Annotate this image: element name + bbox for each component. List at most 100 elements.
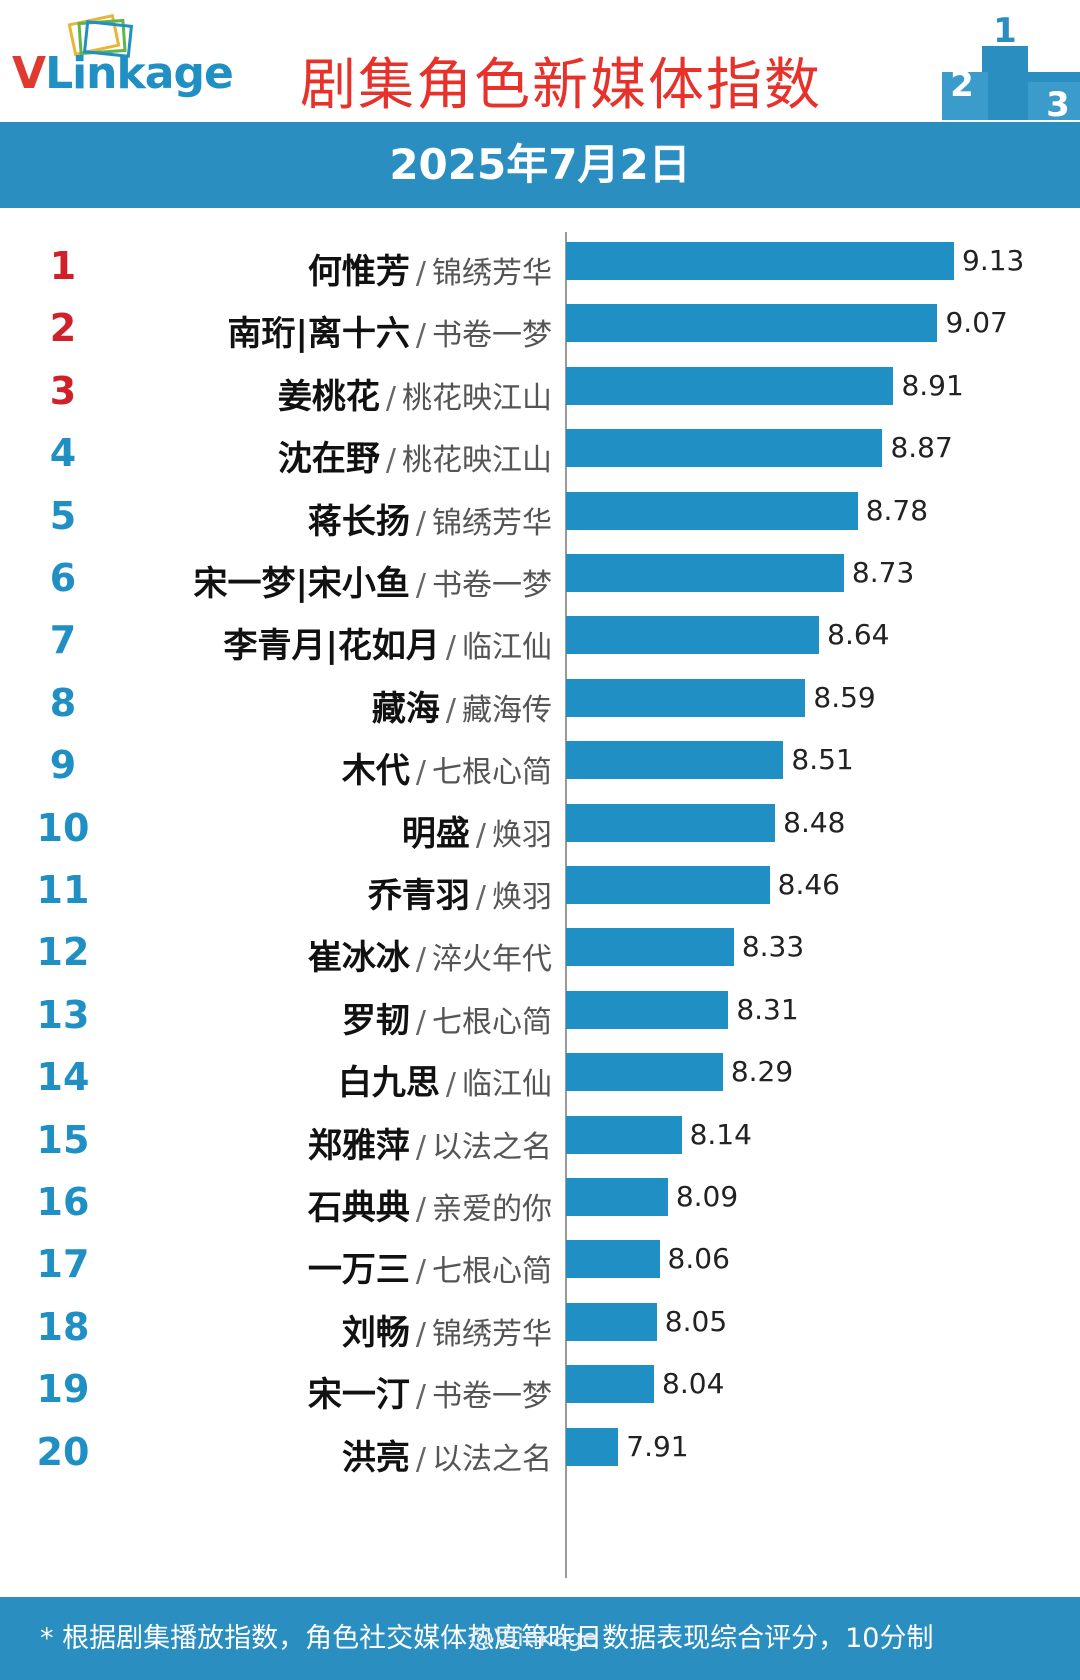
rank-number: 7 [49,618,77,663]
row-label: 南珩|离十六 / 书卷一梦 [227,306,552,355]
label-separator: / [415,1379,426,1415]
value-bar [566,429,883,468]
drama-name: 锦绣芳华 [432,505,552,541]
rank-number: 18 [36,1304,90,1349]
value-label: 8.05 [664,1304,728,1338]
value-label: 8.48 [783,805,846,839]
rank-number: 19 [36,1367,90,1412]
value-bar [566,741,784,780]
role-name: 明盛 [401,813,470,854]
row-label: 何惟芳 / 锦绣芳华 [308,244,552,293]
rank-number: 6 [49,556,77,600]
value-bar [566,1053,723,1092]
chart-row: 18 刘畅 / 锦绣芳华 8.05 [0,1289,1080,1356]
footer: * 根据剧集播放指数，角色社交媒体热度等昨日数据表现综合评分，10分制 @Vli… [0,1597,1080,1680]
label-separator: / [385,443,396,479]
value-label: 8.78 [865,493,929,527]
value-bar [566,366,894,405]
value-label: 8.51 [791,743,854,777]
label-separator: / [415,1129,426,1165]
role-name: 石典典 [307,1188,410,1228]
chart-row: 5 蒋长扬 / 锦绣芳华 8.78 [0,478,1080,545]
row-label: 李青月|花如月 / 临江仙 [223,618,552,667]
value-label: 8.33 [741,930,805,964]
role-name: 姜桃花 [277,376,380,417]
role-name: 木代 [341,751,410,792]
role-name: 蒋长扬 [307,501,410,542]
value-bar [566,1115,682,1154]
value-bar [566,1365,655,1404]
chart-row: 4 沈在野 / 桃花映江山 8.87 [0,415,1080,482]
role-name: 罗韧 [341,1000,410,1041]
value-bar [566,1240,660,1279]
value-label: 8.31 [736,992,799,1026]
label-separator: / [445,630,456,666]
value-bar [566,491,858,530]
podium-number-1: 1 [993,16,1017,51]
label-separator: / [445,1067,456,1103]
rank-number: 4 [49,431,77,476]
label-separator: / [385,380,396,416]
row-label: 罗韧 / 七根心简 [342,993,552,1042]
chart-row: 10 明盛 / 焕羽 8.48 [0,790,1080,857]
role-name: 何惟芳 [307,252,410,292]
value-label: 9.13 [962,244,1025,277]
podium-number-3: 3 [1046,85,1070,120]
rank-number: 5 [49,493,77,538]
rank-number: 16 [36,1180,90,1224]
value-bar [566,242,954,280]
label-separator: / [415,1254,426,1290]
rank-number: 14 [36,1055,90,1100]
value-label: 9.07 [945,306,1008,340]
drama-name: 淬火年代 [432,942,552,978]
rank-number: 13 [36,992,90,1037]
value-label: 8.06 [667,1242,730,1276]
drama-name: 锦绣芳华 [432,1316,552,1352]
value-label: 8.73 [851,556,915,589]
chart-row: 12 崔冰冰 / 淬火年代 8.33 [0,914,1080,981]
role-name: 一万三 [307,1250,410,1291]
row-label: 藏海 / 藏海传 [372,681,552,730]
drama-name: 藏海传 [462,692,552,728]
rank-number: 12 [36,930,90,975]
label-separator: / [415,1441,426,1477]
label-separator: / [475,880,486,915]
value-bar [566,678,806,717]
drama-name: 七根心简 [432,755,552,791]
label-separator: / [415,755,426,791]
role-name: 刘畅 [341,1312,410,1353]
chart-row: 8 藏海 / 藏海传 8.59 [0,665,1080,732]
rank-number: 10 [36,805,90,850]
value-bar [566,928,734,967]
chart-row: 11 乔青羽 / 焕羽 8.46 [0,852,1080,919]
chart-row: 2 南珩|离十六 / 书卷一梦 9.07 [0,290,1080,357]
role-name: 白九思 [337,1063,440,1104]
role-name: 崔冰冰 [307,938,410,979]
drama-name: 书卷一梦 [432,1379,552,1415]
row-label: 郑雅萍 / 以法之名 [308,1118,552,1167]
row-label: 宋一梦|宋小鱼 / 书卷一梦 [193,556,552,605]
row-label: 蒋长扬 / 锦绣芳华 [308,494,552,543]
date-banner: 2025年7月2日 [0,122,1080,208]
row-label: 姜桃花 / 桃花映江山 [278,369,552,418]
drama-name: 临江仙 [462,630,552,666]
chart-row: 1 何惟芳 / 锦绣芳华 9.13 [0,228,1080,295]
rank-number: 17 [36,1242,90,1287]
rank-number: 15 [36,1117,90,1162]
rank-number: 2 [49,306,77,351]
label-separator: / [415,1316,426,1352]
chart-row: 19 宋一汀 / 书卷一梦 8.04 [0,1351,1080,1418]
chart-row: 20 洪亮 / 以法之名 7.91 [0,1414,1080,1481]
label-separator: / [445,692,456,728]
axis-line [565,232,567,1578]
chart-row: 3 姜桃花 / 桃花映江山 8.91 [0,353,1080,420]
rank-number: 3 [49,368,77,413]
value-bar [566,1178,668,1216]
role-name: 乔青羽 [367,876,470,916]
logo-rest: Linkage [45,48,234,99]
chart-row: 14 白九思 / 临江仙 8.29 [0,1039,1080,1106]
logo-stack-icon [67,14,134,58]
row-label: 沈在野 / 桃花映江山 [278,431,552,480]
role-name: 藏海 [371,688,440,729]
drama-name: 桃花映江山 [402,443,552,479]
